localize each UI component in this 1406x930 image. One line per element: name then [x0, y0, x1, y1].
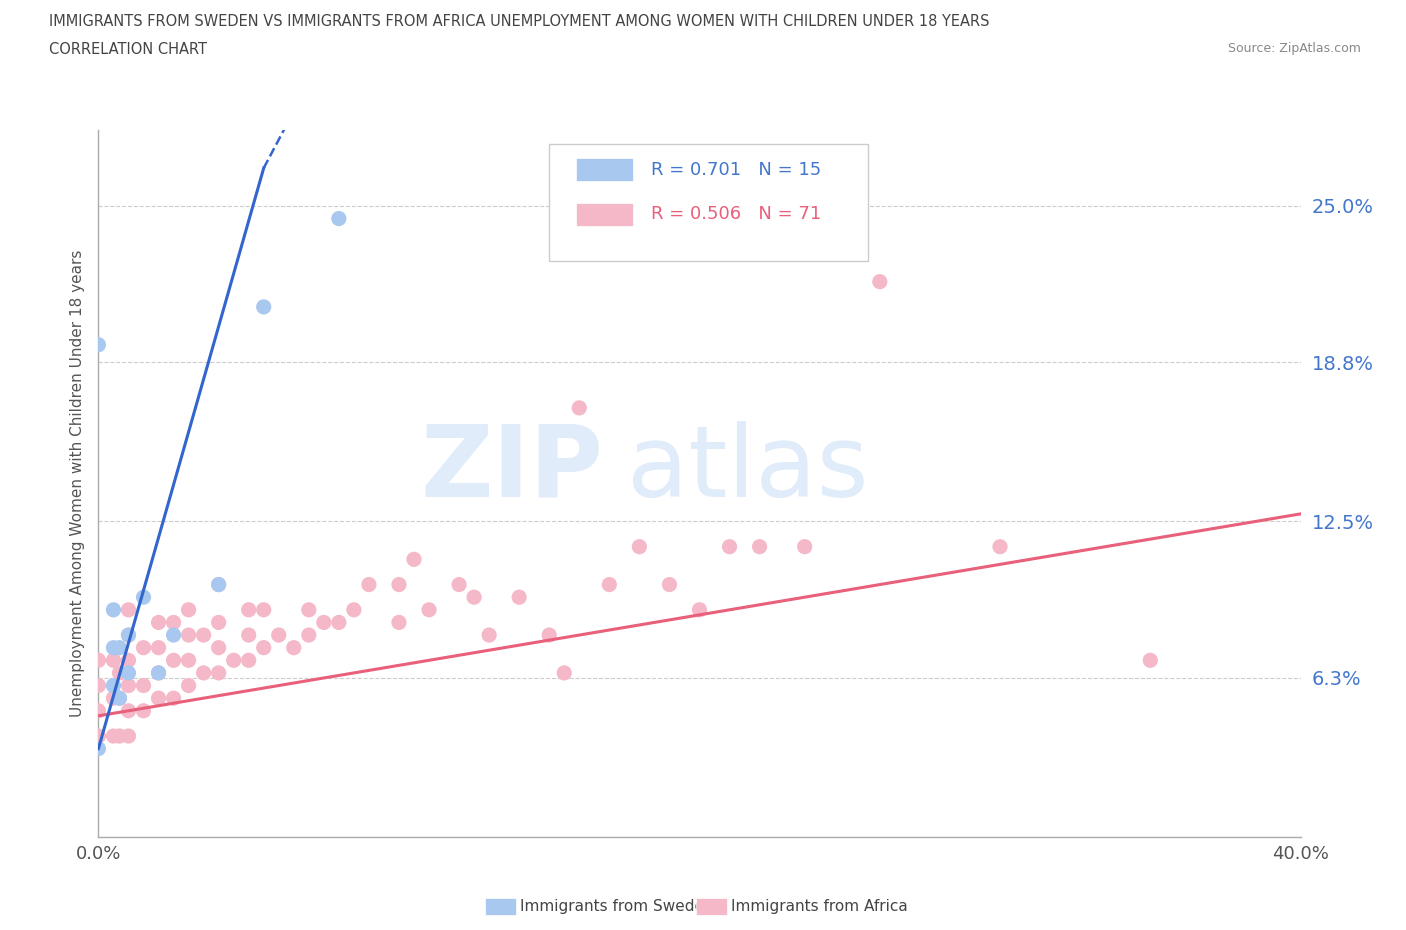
Point	[253, 603, 276, 618]
Point	[553, 666, 575, 681]
Point	[117, 653, 139, 668]
Point	[148, 615, 170, 630]
Point	[208, 640, 231, 655]
Point	[748, 539, 770, 554]
Bar	[575, 158, 633, 181]
Point	[177, 653, 200, 668]
Point	[117, 703, 139, 718]
Text: R = 0.506   N = 71: R = 0.506 N = 71	[651, 206, 821, 223]
Point	[132, 590, 155, 604]
Point	[208, 666, 231, 681]
Point	[132, 640, 155, 655]
Point	[253, 640, 276, 655]
Point	[108, 666, 131, 681]
Point	[148, 640, 170, 655]
Point	[108, 728, 131, 743]
Point	[87, 678, 110, 693]
Point	[148, 666, 170, 681]
Point	[402, 551, 425, 566]
Point	[1139, 653, 1161, 668]
Point	[312, 615, 335, 630]
Point	[87, 703, 110, 718]
Point	[87, 653, 110, 668]
Point	[177, 603, 200, 618]
Text: atlas: atlas	[627, 421, 869, 518]
Point	[238, 628, 260, 643]
Point	[87, 338, 110, 352]
Point	[418, 603, 440, 618]
Point	[222, 653, 245, 668]
Point	[148, 666, 170, 681]
Point	[267, 628, 290, 643]
Text: ZIP: ZIP	[420, 421, 603, 518]
Point	[162, 628, 184, 643]
Point	[117, 666, 139, 681]
Point	[238, 653, 260, 668]
Point	[869, 274, 891, 289]
Point	[132, 703, 155, 718]
FancyBboxPatch shape	[550, 144, 868, 261]
Point	[108, 640, 131, 655]
Point	[177, 628, 200, 643]
Point	[343, 603, 366, 618]
Point	[793, 539, 815, 554]
Point	[103, 640, 125, 655]
Point	[463, 590, 485, 604]
Point	[193, 628, 215, 643]
Point	[628, 539, 651, 554]
Point	[283, 640, 305, 655]
Y-axis label: Unemployment Among Women with Children Under 18 years: Unemployment Among Women with Children U…	[69, 250, 84, 717]
Point	[478, 628, 501, 643]
Point	[132, 678, 155, 693]
Point	[162, 691, 184, 706]
Text: Source: ZipAtlas.com: Source: ZipAtlas.com	[1227, 42, 1361, 55]
Point	[208, 578, 231, 592]
Point	[328, 211, 350, 226]
Point	[103, 678, 125, 693]
Point	[238, 603, 260, 618]
Text: IMMIGRANTS FROM SWEDEN VS IMMIGRANTS FROM AFRICA UNEMPLOYMENT AMONG WOMEN WITH C: IMMIGRANTS FROM SWEDEN VS IMMIGRANTS FRO…	[49, 14, 990, 29]
Point	[508, 590, 530, 604]
Point	[103, 728, 125, 743]
Point	[117, 603, 139, 618]
Point	[568, 401, 591, 416]
Point	[357, 578, 380, 592]
Point	[253, 299, 276, 314]
Point	[298, 628, 321, 643]
Point	[658, 578, 681, 592]
Point	[208, 615, 231, 630]
Point	[108, 691, 131, 706]
Point	[103, 653, 125, 668]
Point	[117, 678, 139, 693]
Text: Immigrants from Sweden: Immigrants from Sweden	[520, 899, 714, 914]
Point	[718, 539, 741, 554]
Point	[208, 578, 231, 592]
Point	[538, 628, 561, 643]
Point	[598, 578, 620, 592]
Point	[103, 691, 125, 706]
Point	[117, 628, 139, 643]
Point	[87, 741, 110, 756]
Point	[298, 603, 321, 618]
Point	[177, 678, 200, 693]
Point	[688, 603, 710, 618]
Text: CORRELATION CHART: CORRELATION CHART	[49, 42, 207, 57]
Point	[148, 691, 170, 706]
Point	[447, 578, 470, 592]
Point	[103, 603, 125, 618]
Point	[328, 615, 350, 630]
Point	[988, 539, 1011, 554]
Point	[193, 666, 215, 681]
Point	[388, 578, 411, 592]
Point	[117, 728, 139, 743]
Point	[388, 615, 411, 630]
Point	[108, 691, 131, 706]
Point	[87, 728, 110, 743]
Text: Immigrants from Africa: Immigrants from Africa	[731, 899, 908, 914]
Text: R = 0.701   N = 15: R = 0.701 N = 15	[651, 161, 821, 179]
Point	[117, 628, 139, 643]
Point	[162, 653, 184, 668]
Point	[162, 615, 184, 630]
Bar	[575, 203, 633, 226]
